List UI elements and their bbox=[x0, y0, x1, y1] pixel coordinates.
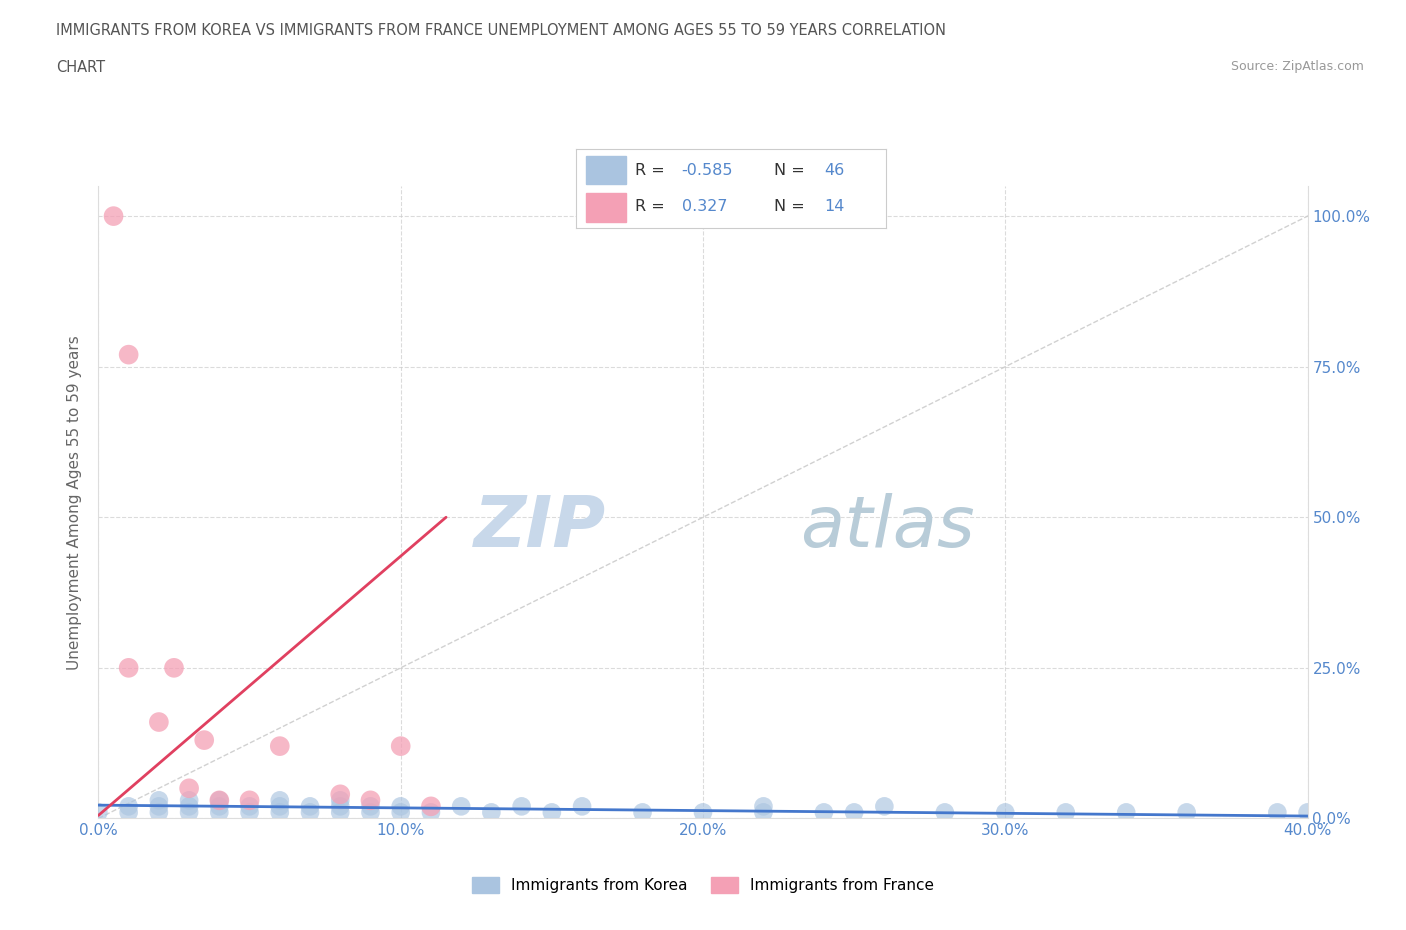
Point bbox=[934, 805, 956, 820]
Point bbox=[571, 799, 593, 814]
Text: R =: R = bbox=[636, 199, 671, 214]
Text: N =: N = bbox=[775, 199, 810, 214]
Bar bbox=[586, 156, 626, 184]
Point bbox=[179, 793, 201, 808]
Bar bbox=[586, 193, 626, 221]
Point bbox=[329, 799, 352, 814]
Point bbox=[179, 799, 201, 814]
Point bbox=[692, 805, 714, 820]
Y-axis label: Unemployment Among Ages 55 to 59 years: Unemployment Among Ages 55 to 59 years bbox=[67, 335, 83, 670]
Point bbox=[873, 799, 896, 814]
Point bbox=[329, 805, 352, 820]
Text: IMMIGRANTS FROM KOREA VS IMMIGRANTS FROM FRANCE UNEMPLOYMENT AMONG AGES 55 TO 59: IMMIGRANTS FROM KOREA VS IMMIGRANTS FROM… bbox=[56, 23, 946, 38]
Point bbox=[844, 805, 866, 820]
Text: 0.327: 0.327 bbox=[682, 199, 727, 214]
Point bbox=[389, 805, 412, 820]
Point bbox=[179, 781, 201, 796]
Point bbox=[208, 805, 231, 820]
Point bbox=[1296, 805, 1319, 820]
Text: CHART: CHART bbox=[56, 60, 105, 75]
Point bbox=[813, 805, 835, 820]
Point bbox=[103, 208, 125, 223]
Point bbox=[148, 714, 170, 729]
Point bbox=[239, 799, 262, 814]
Point bbox=[420, 805, 443, 820]
Point bbox=[329, 787, 352, 802]
Point bbox=[269, 738, 291, 753]
Point bbox=[360, 799, 382, 814]
Text: 14: 14 bbox=[824, 199, 844, 214]
Point bbox=[208, 793, 231, 808]
Point bbox=[752, 805, 775, 820]
Text: ZIP: ZIP bbox=[474, 493, 606, 562]
Point bbox=[360, 805, 382, 820]
Point bbox=[420, 799, 443, 814]
Text: Source: ZipAtlas.com: Source: ZipAtlas.com bbox=[1230, 60, 1364, 73]
Point bbox=[269, 793, 291, 808]
Point bbox=[148, 805, 170, 820]
Point bbox=[1054, 805, 1077, 820]
Point bbox=[269, 799, 291, 814]
Point bbox=[239, 805, 262, 820]
Point bbox=[752, 799, 775, 814]
Point bbox=[631, 805, 654, 820]
Point bbox=[994, 805, 1017, 820]
Legend: Immigrants from Korea, Immigrants from France: Immigrants from Korea, Immigrants from F… bbox=[465, 871, 941, 899]
Point bbox=[1175, 805, 1198, 820]
Point bbox=[148, 799, 170, 814]
Point bbox=[208, 799, 231, 814]
Text: R =: R = bbox=[636, 163, 671, 178]
Point bbox=[481, 805, 503, 820]
Point bbox=[299, 799, 322, 814]
Point bbox=[389, 738, 412, 753]
Point bbox=[193, 733, 215, 748]
Text: atlas: atlas bbox=[800, 493, 974, 562]
Point bbox=[179, 805, 201, 820]
Point bbox=[118, 799, 141, 814]
Point bbox=[389, 799, 412, 814]
Point bbox=[163, 660, 186, 675]
Point bbox=[329, 793, 352, 808]
Point bbox=[540, 805, 562, 820]
Point bbox=[208, 793, 231, 808]
Point bbox=[299, 805, 322, 820]
Text: N =: N = bbox=[775, 163, 810, 178]
Point bbox=[510, 799, 533, 814]
Point bbox=[148, 793, 170, 808]
Point bbox=[118, 347, 141, 362]
Point bbox=[450, 799, 472, 814]
Point bbox=[118, 805, 141, 820]
Point bbox=[269, 805, 291, 820]
Point bbox=[1115, 805, 1137, 820]
Text: -0.585: -0.585 bbox=[682, 163, 733, 178]
Point bbox=[239, 793, 262, 808]
Point bbox=[87, 805, 110, 820]
Text: 46: 46 bbox=[824, 163, 844, 178]
Point bbox=[1267, 805, 1289, 820]
Point bbox=[360, 793, 382, 808]
Point bbox=[118, 660, 141, 675]
